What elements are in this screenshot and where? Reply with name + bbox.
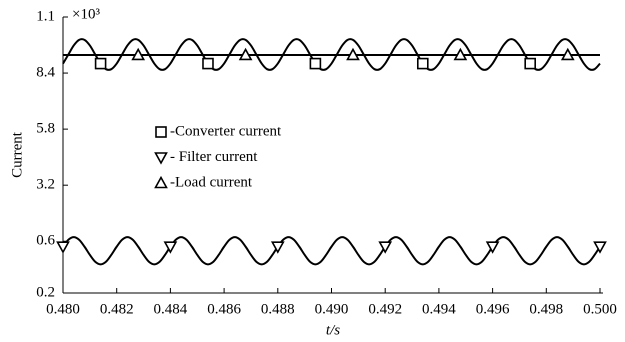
data-marker	[453, 47, 468, 61]
legend-marker	[154, 175, 168, 189]
x-axis-label: t/s	[326, 322, 340, 338]
series-line	[62, 38, 601, 71]
y-tick-label: 1.1	[36, 8, 55, 24]
legend-label: -Load current	[170, 174, 253, 190]
x-tick-label: 0.480	[46, 301, 80, 317]
x-tick-label: 0.482	[100, 301, 134, 317]
data-marker	[56, 241, 70, 254]
y-axis-label: Current	[9, 131, 25, 178]
legend-marker	[154, 152, 168, 165]
legend-label: -Converter current	[170, 123, 282, 139]
y-tick-label: 0.2	[36, 284, 55, 300]
legend-label: - Filter current	[170, 149, 258, 165]
x-tick-label: 0.500	[583, 301, 617, 317]
y-tick-label: 3.2	[36, 177, 55, 193]
x-tick-label: 0.492	[368, 301, 402, 317]
data-marker	[416, 57, 429, 70]
data-marker	[94, 57, 107, 70]
data-marker	[560, 47, 575, 61]
data-marker	[163, 241, 178, 254]
legend-marker	[155, 126, 167, 138]
x-tick-label: 0.490	[315, 301, 349, 317]
data-marker	[524, 57, 536, 70]
y-multiplier: ×10³	[72, 6, 100, 22]
data-marker	[270, 241, 285, 254]
x-tick-label: 0.494	[422, 301, 456, 317]
data-marker	[593, 241, 607, 254]
data-marker	[485, 241, 500, 254]
x-tick-label: 0.498	[529, 301, 563, 317]
data-marker	[378, 241, 393, 254]
y-tick-label: 5.8	[36, 121, 55, 137]
x-tick-label: 0.496	[476, 301, 510, 317]
data-marker	[131, 47, 146, 61]
data-marker	[202, 57, 214, 70]
data-marker	[309, 57, 322, 70]
series-line	[62, 236, 601, 266]
x-tick-label: 0.486	[207, 301, 241, 317]
x-tick-label: 0.484	[154, 301, 188, 317]
data-marker	[238, 47, 253, 61]
x-tick-label: 0.488	[261, 301, 295, 317]
data-marker	[346, 47, 360, 61]
y-tick-label: 8.4	[36, 65, 55, 81]
y-tick-label: 0.6	[36, 233, 55, 249]
